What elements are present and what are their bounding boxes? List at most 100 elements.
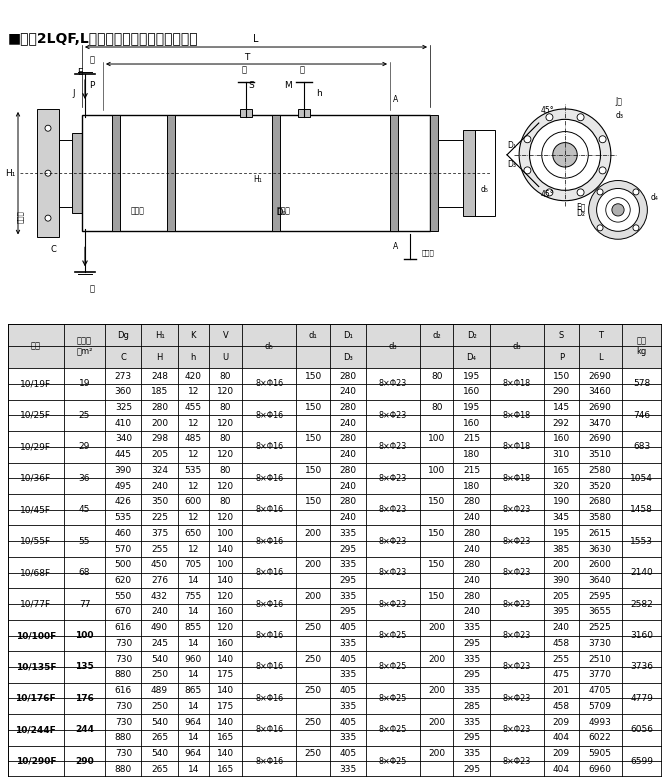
Text: 140: 140 [217,654,234,664]
Text: 8×Φ16: 8×Φ16 [255,694,283,703]
Text: 280: 280 [463,529,480,538]
Text: ■八、2LQF,L型冷却器尺寸示意图及尺寸表: ■八、2LQF,L型冷却器尺寸示意图及尺寸表 [8,31,198,45]
Text: 120: 120 [217,592,234,601]
Text: 160: 160 [217,639,234,648]
Text: d₅: d₅ [481,184,489,194]
Text: 8×Φ23: 8×Φ23 [379,474,407,483]
Text: 8×Φ16: 8×Φ16 [255,442,283,451]
Text: 150: 150 [304,497,322,506]
Text: 14: 14 [188,670,199,679]
Text: 150: 150 [304,403,322,412]
Text: 255: 255 [553,654,570,664]
Text: 150: 150 [304,372,322,380]
Text: 255: 255 [151,544,168,554]
Text: 445: 445 [115,450,132,459]
Text: 280: 280 [463,560,480,569]
Text: 160: 160 [463,419,480,428]
Text: 10/290F: 10/290F [15,757,56,766]
Text: E: E [77,68,82,77]
Text: 200: 200 [428,749,446,758]
Text: 150: 150 [428,497,446,506]
Circle shape [546,114,553,121]
Text: 100: 100 [217,560,234,569]
Circle shape [633,189,639,195]
Text: 140: 140 [217,544,234,554]
Text: 重量
kg: 重量 kg [636,337,647,356]
Text: 80: 80 [431,372,443,380]
Text: 165: 165 [217,733,234,742]
Circle shape [589,180,647,239]
Text: 280: 280 [339,403,356,412]
Circle shape [597,189,603,195]
Text: 8×Φ23: 8×Φ23 [502,726,531,734]
Text: 200: 200 [305,529,322,538]
Text: 730: 730 [115,654,132,664]
Text: 292: 292 [553,419,570,428]
Text: 8×Φ16: 8×Φ16 [255,411,283,420]
Text: 1458: 1458 [630,505,653,514]
Text: 335: 335 [463,686,480,695]
Text: 150: 150 [428,529,446,538]
Text: 570: 570 [115,544,132,554]
Bar [72,134,82,213]
Text: 240: 240 [463,544,480,554]
Text: 200: 200 [151,419,168,428]
Text: 240: 240 [151,608,168,616]
Text: 8×Φ16: 8×Φ16 [255,474,283,483]
Circle shape [553,143,578,167]
Text: 458: 458 [553,702,570,711]
Text: 205: 205 [553,592,570,601]
Circle shape [597,225,603,231]
Text: 855: 855 [185,623,202,632]
Text: 295: 295 [463,670,480,679]
Bar [82,115,430,231]
Text: 放气孔: 放气孔 [17,210,23,223]
Text: 100: 100 [217,529,234,538]
Text: 12: 12 [188,544,199,554]
Text: 12: 12 [188,513,199,522]
Text: 705: 705 [185,560,202,569]
Text: 120: 120 [217,513,234,522]
Text: 6022: 6022 [589,733,612,742]
Text: 460: 460 [115,529,132,538]
Text: 335: 335 [339,592,356,601]
Text: 200: 200 [553,560,570,569]
Text: 10/25F: 10/25F [20,411,52,420]
Text: 6960: 6960 [589,765,612,774]
Text: 335: 335 [339,765,356,774]
Text: J向: J向 [616,97,622,106]
Text: H₁: H₁ [5,169,15,178]
Text: 495: 495 [115,482,132,490]
Text: 455: 455 [185,403,202,412]
Text: 2615: 2615 [589,529,612,538]
Text: E向: E向 [576,202,586,212]
Text: 280: 280 [339,466,356,475]
Text: 80: 80 [220,434,231,444]
Text: J: J [73,89,75,98]
Text: 10/29F: 10/29F [20,442,52,451]
Text: 160: 160 [553,434,570,444]
Text: 185: 185 [151,387,168,396]
Text: 8×Φ16: 8×Φ16 [255,600,283,608]
Text: 746: 746 [633,411,651,420]
Text: 45: 45 [79,505,90,514]
Text: 5905: 5905 [589,749,612,758]
Text: 240: 240 [151,482,168,490]
Text: 683: 683 [633,442,651,451]
Text: 3630: 3630 [589,544,612,554]
Text: 2580: 2580 [589,466,612,475]
Text: 865: 865 [185,686,202,695]
Text: 3460: 3460 [589,387,612,396]
Text: H: H [156,353,163,362]
Text: D₃: D₃ [507,159,516,169]
Text: 250: 250 [305,718,322,726]
Text: 345: 345 [553,513,570,522]
Text: 755: 755 [185,592,202,601]
Text: 335: 335 [339,670,356,679]
Text: 190: 190 [553,497,570,506]
Text: 6599: 6599 [630,757,653,766]
Text: L: L [253,34,259,44]
Text: 276: 276 [151,576,168,585]
Text: 145: 145 [553,403,570,412]
Text: 295: 295 [339,544,356,554]
